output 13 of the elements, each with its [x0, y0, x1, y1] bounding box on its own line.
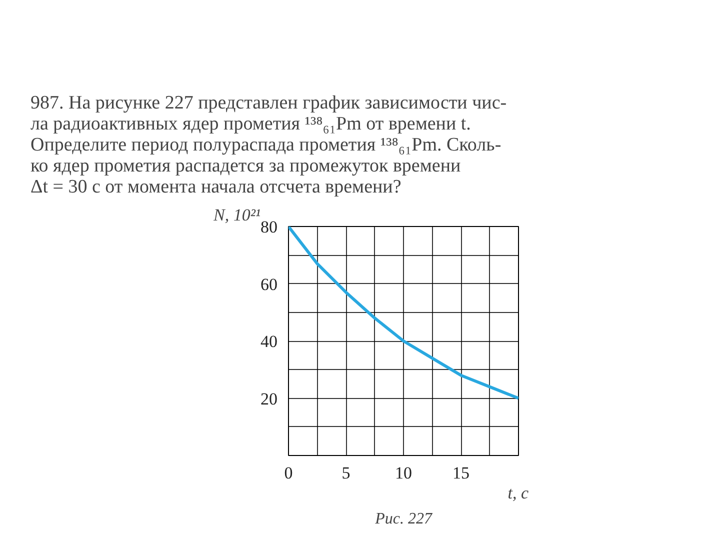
line-series	[288, 226, 518, 400]
text: Рис. 227	[374, 510, 433, 528]
x-tick-label: 10	[395, 464, 412, 482]
y-axis-title: N, 10²¹	[212, 206, 261, 224]
y-tick-label: 60	[260, 274, 278, 294]
y-tick-label: 20	[260, 389, 278, 408]
x-tick-label: 0	[284, 464, 293, 482]
chart-title: 987. На рисунке 227 представлен график зависимости чис- ла радиоактивных ядер прометия ¹³⁸₆₁Pm от времени t. Определите период полураспада прометия ¹³⁸₆₁Pm. Сколь- ко ядер прометия распадется за промежуток времени Δt = 30 с от момента начала отсчета времени?	[30, 92, 507, 198]
x-tick-label: 15	[452, 464, 470, 482]
y-tick-label: 80	[260, 218, 278, 236]
y-tick-label: 40	[260, 332, 278, 351]
x-tick-label: 5	[342, 464, 350, 482]
x-axis-title: t, c	[508, 484, 529, 502]
